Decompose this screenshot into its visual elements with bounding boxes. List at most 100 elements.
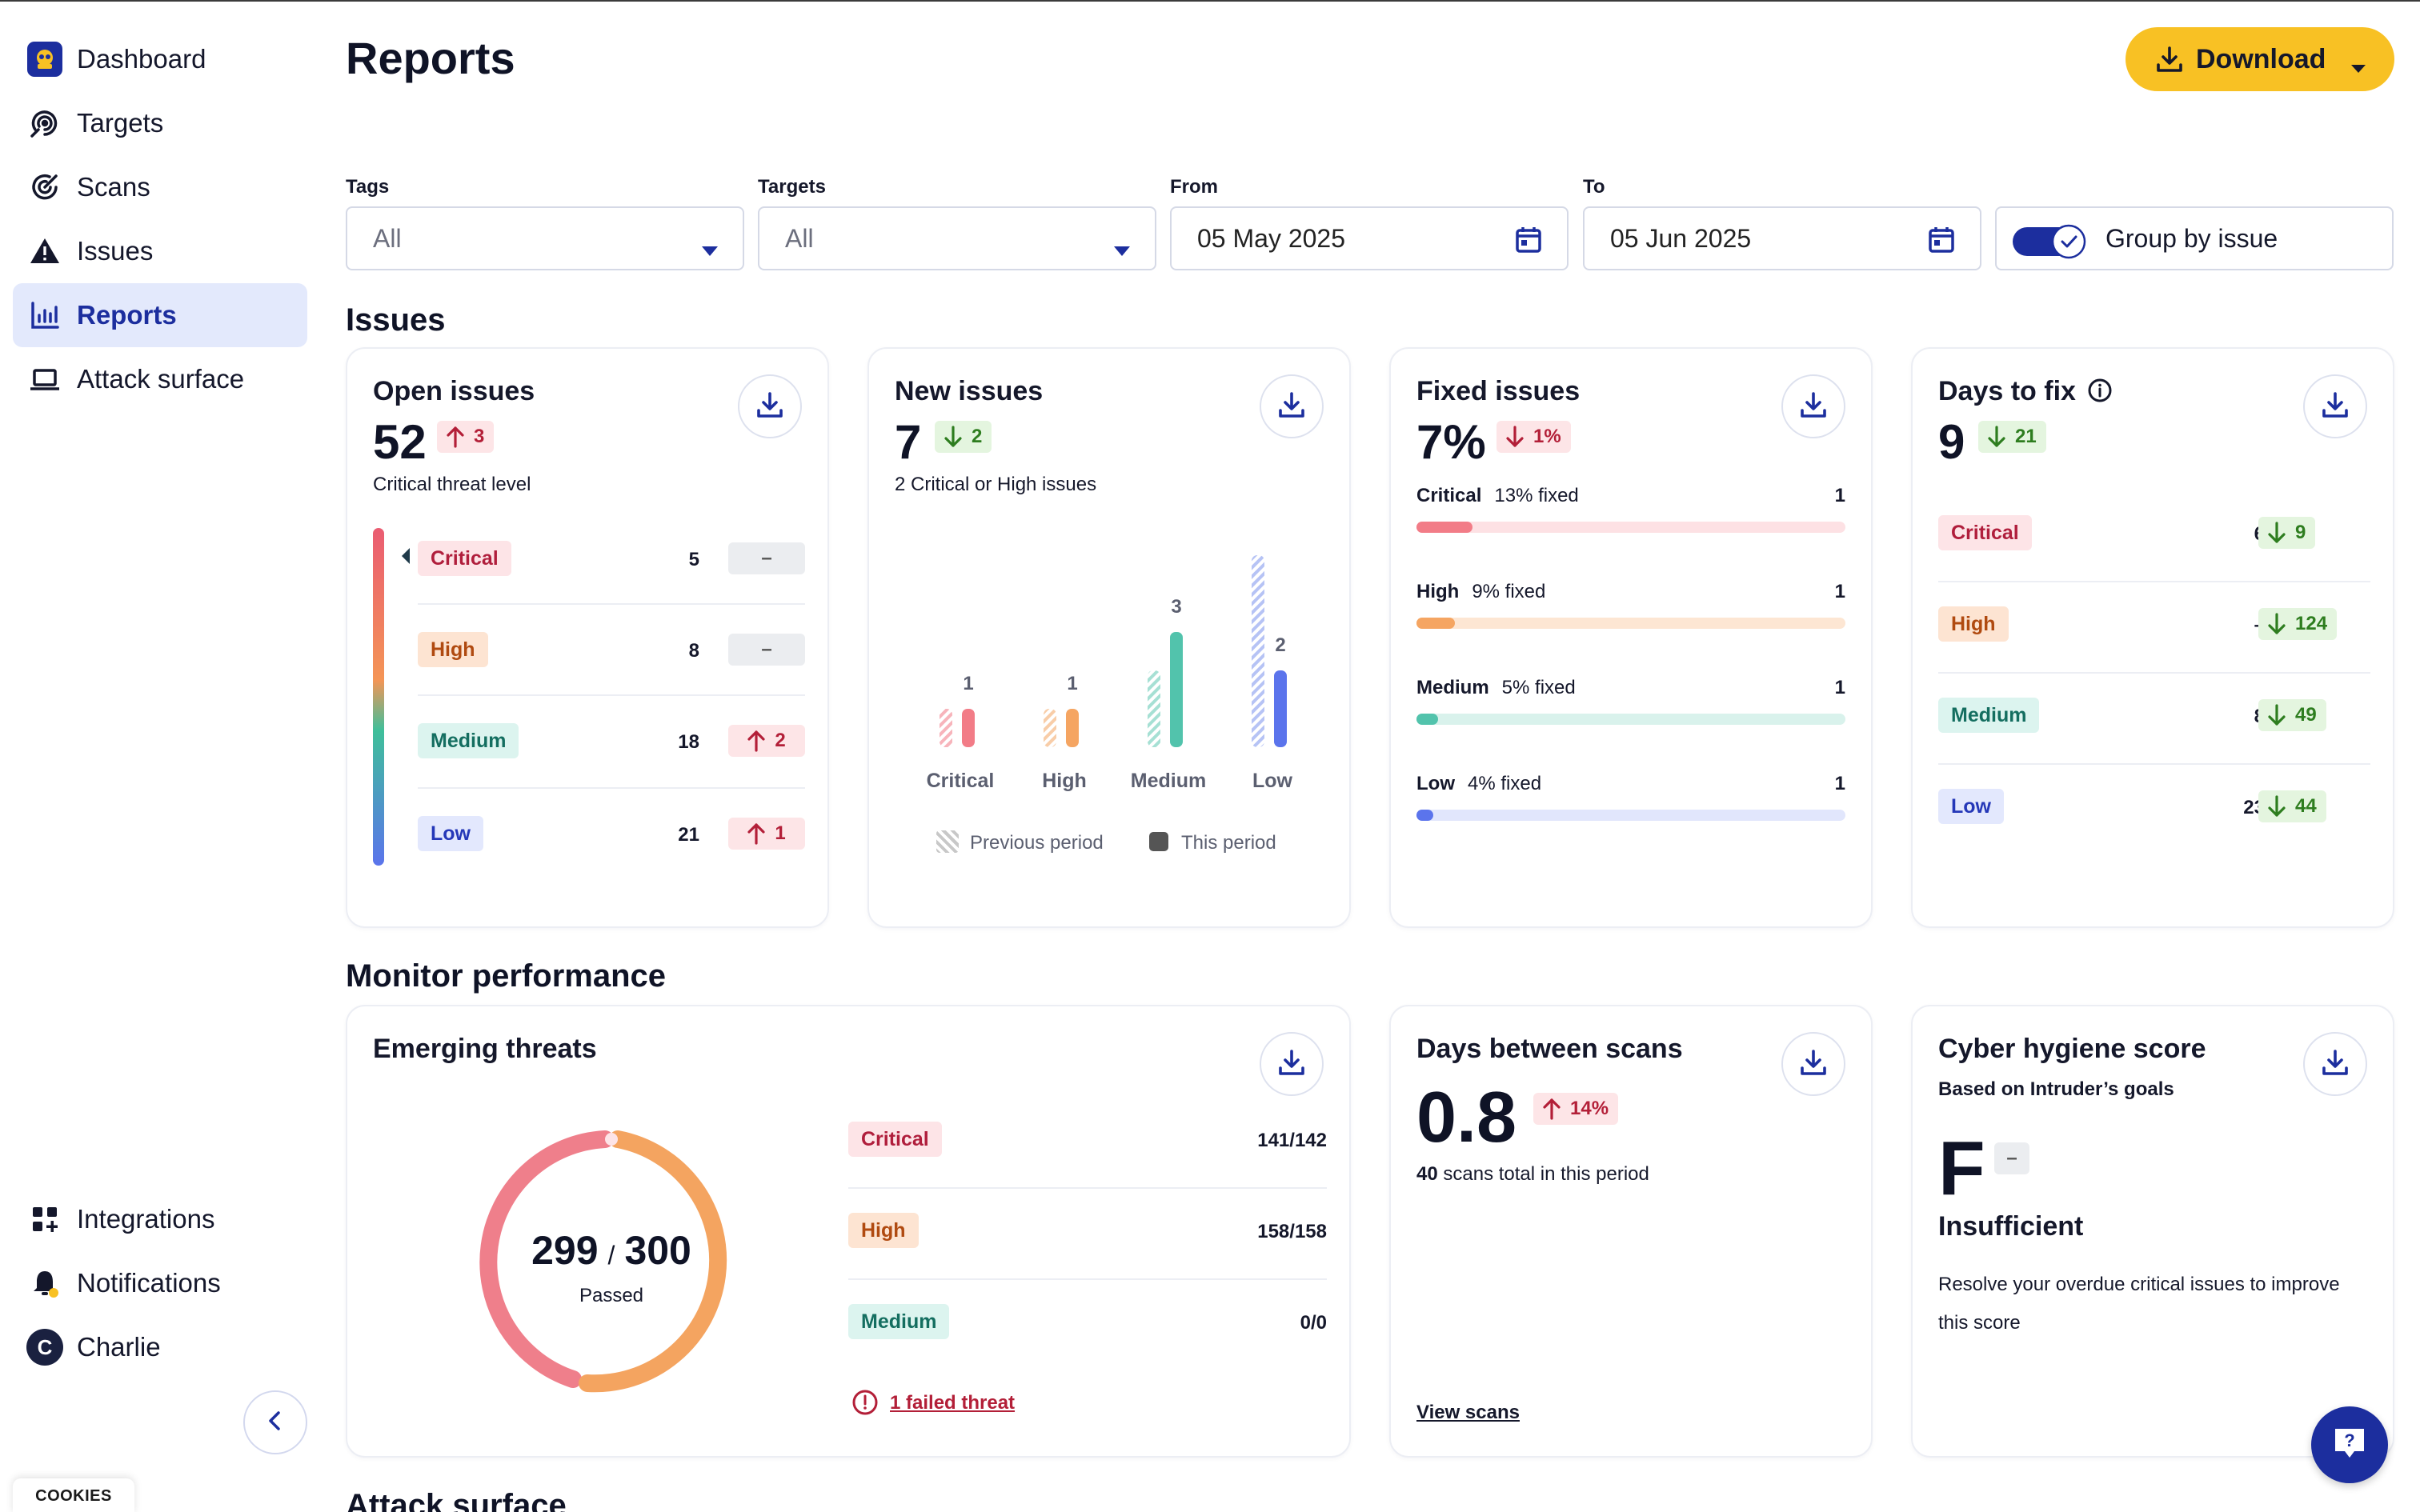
arrow-down-icon <box>2268 704 2286 726</box>
new-issues-delta: 2 <box>935 421 992 453</box>
bar-this-medium <box>1170 632 1183 747</box>
group-by-issue-toggle-box[interactable]: Group by issue <box>1995 206 2394 270</box>
fixed-issues-value: 7% <box>1416 415 1486 469</box>
targets-label: Targets <box>758 176 826 198</box>
card-download-button[interactable] <box>1260 374 1324 438</box>
help-chat-button[interactable]: ? <box>2311 1406 2388 1483</box>
card-download-button[interactable] <box>1781 374 1845 438</box>
chevron-left-icon <box>264 1410 286 1436</box>
card-download-button[interactable] <box>1781 1032 1845 1096</box>
calendar-icon[interactable] <box>1514 226 1543 261</box>
to-date-field[interactable]: 05 Jun 2025 <box>1583 206 1981 270</box>
avatar: C <box>26 1328 64 1366</box>
calendar-icon[interactable] <box>1927 226 1956 261</box>
sidebar-item-reports[interactable]: Reports <box>13 283 307 347</box>
emerging-threats-donut <box>479 1130 727 1393</box>
open-issues-card: Open issues 52 3 Critical threat level C… <box>346 347 829 928</box>
sidebar: Dashboard Targets Scans Issues Reports A… <box>0 2 320 1512</box>
days-delta-high: 124 <box>2258 608 2338 640</box>
sidebar-item-profile[interactable]: C Charlie <box>13 1315 307 1379</box>
data-label-critical: 1 <box>963 673 973 694</box>
targets-select-value: All <box>785 223 814 253</box>
info-icon[interactable] <box>2087 378 2113 410</box>
tags-select[interactable]: All <box>346 206 744 270</box>
to-date-value: 05 Jun 2025 <box>1610 223 1752 253</box>
sidebar-item-targets[interactable]: Targets <box>13 91 307 155</box>
laptop-icon <box>26 360 64 398</box>
card-title: New issues <box>895 376 1044 406</box>
bar-this-low <box>1274 670 1287 747</box>
severity-badge-medium: Medium <box>418 723 519 758</box>
open-count-medium: 18 <box>678 731 699 753</box>
arrow-down-icon <box>1988 426 2005 448</box>
grid-plus-icon <box>26 1200 64 1238</box>
targets-select[interactable]: All <box>758 206 1156 270</box>
cyber-hygiene-status: Insufficient <box>1938 1211 2084 1242</box>
download-icon <box>2156 46 2183 73</box>
threat-level-marker-icon <box>400 547 411 569</box>
download-icon <box>1800 1049 1827 1080</box>
bar-previous-high <box>1044 709 1056 747</box>
group-by-issue-toggle[interactable] <box>2011 224 2088 259</box>
fixed-count-medium: 1 <box>1834 677 1845 698</box>
sidebar-item-label: Dashboard <box>77 44 206 74</box>
cyber-hygiene-grade: F <box>1938 1126 1985 1211</box>
issues-section-title: Issues <box>346 302 446 338</box>
arrow-down-icon <box>2268 522 2286 544</box>
sidebar-item-label: Targets <box>77 108 164 138</box>
data-label-low: 2 <box>1275 634 1285 656</box>
fixed-count-critical: 1 <box>1834 485 1845 506</box>
new-issues-subtitle: 2 Critical or High issues <box>895 474 1097 495</box>
caret-down-icon <box>701 234 719 263</box>
download-icon <box>1278 1049 1305 1080</box>
targets-icon <box>26 104 64 142</box>
card-download-button[interactable] <box>2303 1032 2367 1096</box>
category-label-high: High <box>1042 770 1087 792</box>
severity-badge-high: High <box>418 632 488 667</box>
sidebar-item-label: Charlie <box>77 1332 161 1362</box>
card-download-button[interactable] <box>738 374 802 438</box>
download-button[interactable]: Download <box>2126 27 2394 91</box>
sidebar-item-dashboard[interactable]: Dashboard <box>13 27 307 91</box>
category-label-low: Low <box>1252 770 1293 792</box>
cyber-hygiene-subtitle: Based on Intruder’s goals <box>1938 1078 2174 1100</box>
sidebar-item-integrations[interactable]: Integrations <box>13 1187 307 1251</box>
open-issues-subtitle: Critical threat level <box>373 474 531 495</box>
download-icon <box>2322 1049 2349 1080</box>
severity-badge-high: High <box>1938 606 2009 642</box>
download-icon <box>1800 391 1827 422</box>
sidebar-item-attack-surface[interactable]: Attack surface <box>13 347 307 411</box>
category-label-medium: Medium <box>1131 770 1206 792</box>
collapse-sidebar-button[interactable] <box>243 1390 307 1454</box>
days-between-scans-value: 0.8 <box>1416 1078 1517 1158</box>
legend-swatch-previous <box>936 830 959 853</box>
sidebar-item-notifications[interactable]: Notifications <box>13 1251 307 1315</box>
severity-badge-medium: Medium <box>1938 698 2040 733</box>
sidebar-item-issues[interactable]: Issues <box>13 219 307 283</box>
arrow-up-icon <box>447 426 464 448</box>
sidebar-item-scans[interactable]: Scans <box>13 155 307 219</box>
cookies-tab[interactable]: COOKIES <box>13 1478 134 1512</box>
days-to-fix-card: Days to fix 9 21 Critical 6 9 High – 124… <box>1911 347 2394 928</box>
view-scans-link[interactable]: View scans <box>1416 1402 1520 1423</box>
days-count-medium: 8 <box>2217 706 2265 728</box>
days-between-scans-delta: 14% <box>1533 1093 1619 1125</box>
days-count-low: 23 <box>2243 797 2265 818</box>
from-date-field[interactable]: 05 May 2025 <box>1170 206 1569 270</box>
open-delta-high: – <box>728 634 805 666</box>
download-icon <box>2322 391 2349 422</box>
card-download-button[interactable] <box>1260 1032 1324 1096</box>
to-label: To <box>1583 176 1605 198</box>
days-delta-low: 44 <box>2258 790 2326 822</box>
fixed-progress-low <box>1416 810 1845 821</box>
card-download-button[interactable] <box>2303 374 2367 438</box>
category-label-critical: Critical <box>927 770 995 792</box>
fixed-issues-card: Fixed issues 7% 1% Critical 13% fixed 1 H… <box>1389 347 1873 928</box>
data-label-medium: 3 <box>1171 596 1181 618</box>
failed-threat-link[interactable]: 1 failed threat <box>890 1392 1016 1414</box>
download-icon <box>1278 391 1305 422</box>
card-title: Days between scans <box>1416 1034 1683 1064</box>
open-count-high: 8 <box>688 640 699 662</box>
help-chat-icon: ? <box>2330 1424 2369 1466</box>
days-to-fix-value: 9 <box>1938 415 1965 469</box>
